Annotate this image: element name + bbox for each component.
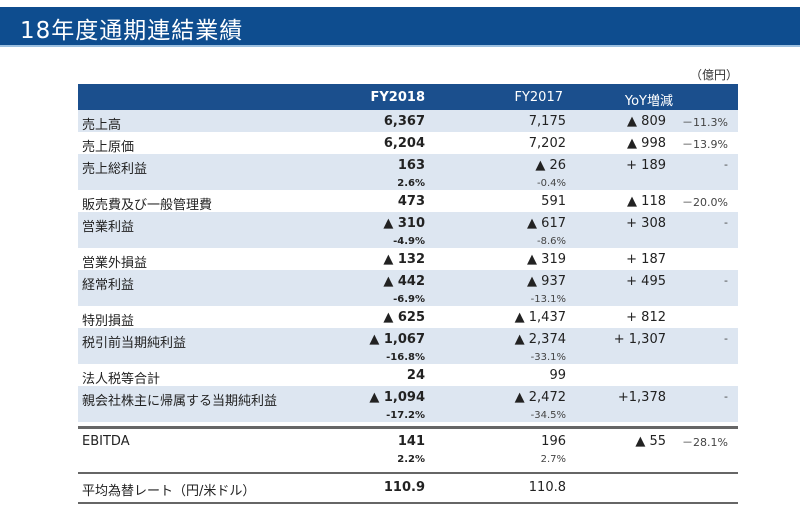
fy2018-value: ▲ 625 <box>383 310 425 325</box>
fy2018-value: ▲ 1,094 <box>369 390 425 405</box>
row-label: 法人税等合計 <box>82 372 161 387</box>
table-row: 親会社株主に帰属する当期純利益 ▲ 1,094 ▲ 2,472 +1,378 - -17.… <box>78 386 738 422</box>
row-label: 営業外損益 <box>82 256 148 271</box>
row-label: 平均為替レート（円/米ドル） <box>82 484 256 499</box>
fy2018-value: ▲ 442 <box>383 274 425 289</box>
unit-label: （億円） <box>690 68 739 82</box>
table-row: EBITDA 141 196 ▲ 55 －28.1% 2.2% 2.7% <box>78 430 738 466</box>
divider <box>78 502 738 504</box>
yoy-value: + 308 <box>626 216 666 231</box>
fy2017-value: ▲ 2,472 <box>514 390 566 405</box>
fx-section: 平均為替レート（円/米ドル） 110.9 110.8 <box>78 476 738 499</box>
yoy-percent: －11.3% <box>682 116 728 129</box>
page-title: 18年度通期連結業績 <box>20 18 244 44</box>
row-label: 売上総利益 <box>82 162 148 177</box>
yoy-value: ▲ 998 <box>627 136 666 151</box>
yoy-value: ▲ 809 <box>627 114 666 129</box>
yoy-percent: - <box>724 158 728 171</box>
title-bar: 18年度通期連結業績 <box>0 7 800 47</box>
fy2017-margin: -13.1% <box>530 294 566 305</box>
fy2018-value: 473 <box>397 194 425 209</box>
yoy-percent: - <box>724 332 728 345</box>
header-fy2017: FY2017 <box>514 90 563 105</box>
row-label: 売上原価 <box>82 140 135 155</box>
divider <box>78 472 738 474</box>
fy2018-margin: -4.9% <box>393 236 425 247</box>
fy2017-value: ▲ 319 <box>527 252 566 267</box>
yoy-value: + 189 <box>626 158 666 173</box>
yoy-percent: －28.1% <box>682 436 728 449</box>
row-label: 経常利益 <box>82 278 135 293</box>
row-label: 親会社株主に帰属する当期純利益 <box>82 394 278 409</box>
fy2017-value: ▲ 2,374 <box>514 332 566 347</box>
yoy-value: + 812 <box>626 310 666 325</box>
table-row: 特別損益 ▲ 625 ▲ 1,437 + 812 <box>78 306 738 329</box>
yoy-value: +1,378 <box>617 390 666 405</box>
yoy-percent: －13.9% <box>682 138 728 151</box>
table-row: 経常利益 ▲ 442 ▲ 937 + 495 - -6.9% -13.1% <box>78 270 738 306</box>
financial-table: FY2018 FY2017 YoY増減 売上高 6,367 7,175 ▲ 809 －1… <box>78 84 738 422</box>
fy2017-value: 110.8 <box>528 480 566 495</box>
fy2017-value: ▲ 937 <box>527 274 566 289</box>
fy2018-value: ▲ 1,067 <box>369 332 425 347</box>
fy2018-value: ▲ 310 <box>383 216 425 231</box>
fy2018-value: 6,367 <box>383 114 425 129</box>
fy2018-value: 141 <box>397 434 425 449</box>
fy2017-value: 7,202 <box>528 136 566 151</box>
header-yoy: YoY増減 <box>624 94 673 109</box>
fy2018-margin: -17.2% <box>386 410 425 421</box>
divider <box>78 426 738 429</box>
table-row: 法人税等合計 24 99 <box>78 364 738 387</box>
fy2017-margin: -0.4% <box>536 178 566 189</box>
yoy-value: ▲ 118 <box>627 194 666 209</box>
fy2018-value: 110.9 <box>383 480 425 495</box>
fy2017-value: ▲ 26 <box>535 158 566 173</box>
table-row: 販売費及び一般管理費 473 591 ▲ 118 －20.0% <box>78 190 738 213</box>
fy2018-value: 163 <box>397 158 425 173</box>
yoy-percent: - <box>724 274 728 287</box>
fy2017-value: ▲ 1,437 <box>514 310 566 325</box>
row-label: 営業利益 <box>82 220 135 235</box>
fy2017-value: 196 <box>541 434 566 449</box>
row-label: 売上高 <box>82 118 122 133</box>
fy2017-value: ▲ 617 <box>527 216 566 231</box>
fy2018-margin: 2.6% <box>397 178 425 189</box>
fy2018-margin: -6.9% <box>393 294 425 305</box>
table-header: FY2018 FY2017 YoY増減 <box>78 84 738 110</box>
fy2018-value: ▲ 132 <box>383 252 425 267</box>
fy2018-value: 24 <box>406 368 425 383</box>
yoy-value: ▲ 55 <box>635 434 666 449</box>
fy2018-margin: -16.8% <box>386 352 425 363</box>
fy2017-margin: -34.5% <box>530 410 566 421</box>
fy2017-margin: -33.1% <box>530 352 566 363</box>
table-row: 売上高 6,367 7,175 ▲ 809 －11.3% <box>78 110 738 133</box>
fy2017-value: 7,175 <box>528 114 566 129</box>
yoy-value: + 187 <box>626 252 666 267</box>
fy2017-value: 99 <box>549 368 566 383</box>
fy2018-value: 6,204 <box>383 136 425 151</box>
yoy-percent: - <box>724 216 728 229</box>
table-row: 売上総利益 163 ▲ 26 + 189 - 2.6% -0.4% <box>78 154 738 190</box>
yoy-value: + 495 <box>626 274 666 289</box>
table-row: 税引前当期純利益 ▲ 1,067 ▲ 2,374 + 1,307 - -16.8% -33.… <box>78 328 738 364</box>
ebitda-section: EBITDA 141 196 ▲ 55 －28.1% 2.2% 2.7% <box>78 430 738 466</box>
row-label: 販売費及び一般管理費 <box>82 198 213 213</box>
fy2017-margin: -8.6% <box>536 236 566 247</box>
table-row: 営業利益 ▲ 310 ▲ 617 + 308 - -4.9% -8.6% <box>78 212 738 248</box>
yoy-value: + 1,307 <box>613 332 666 347</box>
row-label: 特別損益 <box>82 314 135 329</box>
row-label: 税引前当期純利益 <box>82 336 187 351</box>
fy2018-margin: 2.2% <box>397 454 425 465</box>
header-fy2018: FY2018 <box>370 90 425 105</box>
fy2017-margin: 2.7% <box>540 454 566 465</box>
table-row: 売上原価 6,204 7,202 ▲ 998 －13.9% <box>78 132 738 155</box>
yoy-percent: - <box>724 390 728 403</box>
row-label: EBITDA <box>82 434 130 449</box>
yoy-percent: －20.0% <box>682 196 728 209</box>
table-row: 営業外損益 ▲ 132 ▲ 319 + 187 <box>78 248 738 271</box>
table-row: 平均為替レート（円/米ドル） 110.9 110.8 <box>78 476 738 499</box>
fy2017-value: 591 <box>541 194 566 209</box>
